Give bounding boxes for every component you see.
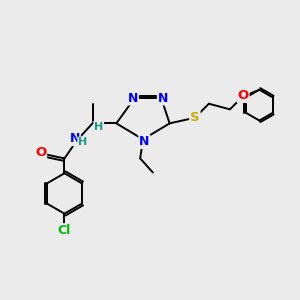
Text: N: N (128, 92, 138, 105)
Text: H: H (94, 122, 103, 132)
Text: N: N (158, 92, 168, 105)
Text: O: O (238, 89, 249, 102)
Text: N: N (70, 132, 80, 145)
Text: N: N (139, 135, 150, 148)
Text: H: H (78, 137, 87, 147)
Text: S: S (190, 111, 200, 124)
Text: O: O (35, 146, 46, 159)
Text: Cl: Cl (58, 224, 71, 237)
